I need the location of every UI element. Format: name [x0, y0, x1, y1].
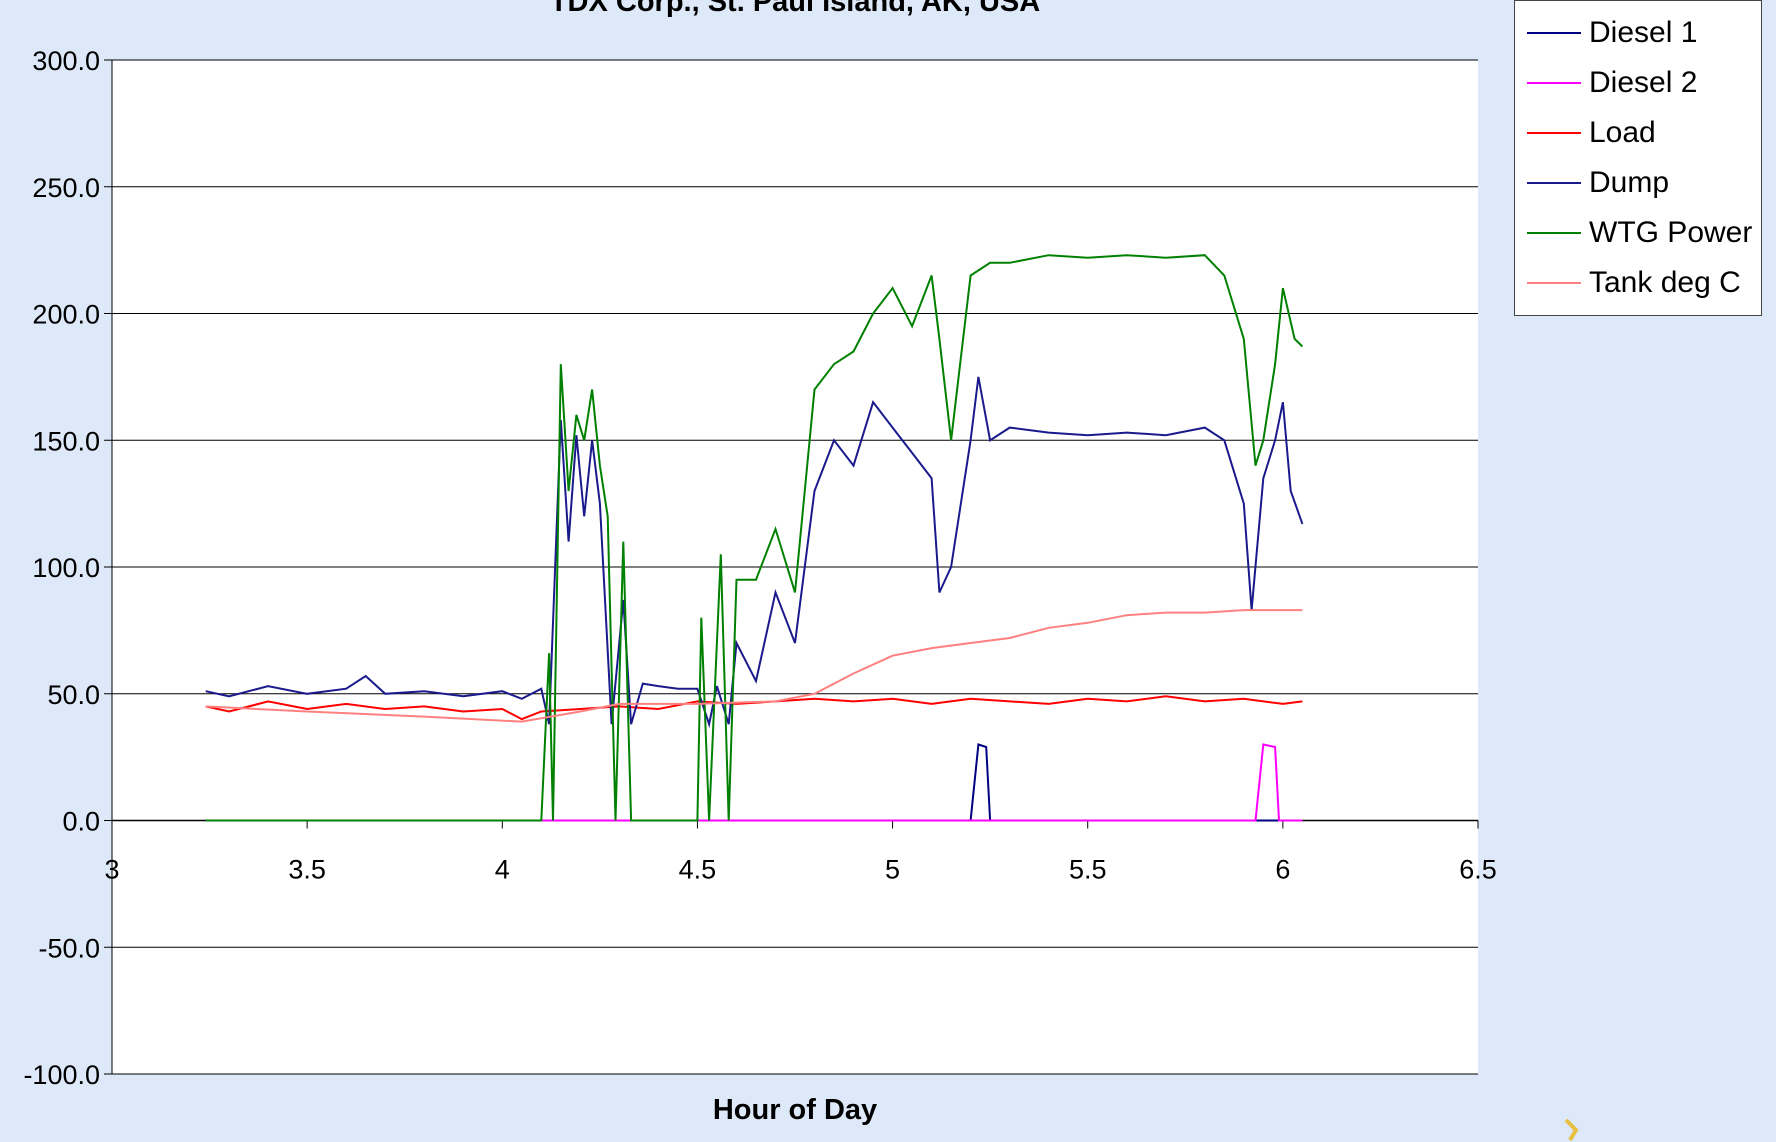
- series-line-tank-deg-c: [205, 609, 1303, 723]
- legend-item-tank-deg-c: Tank deg C: [1527, 263, 1741, 303]
- y-tick-label-5: 50.0: [47, 680, 100, 710]
- legend-label-wtg-power: WTG Power: [1589, 216, 1753, 249]
- series-line-dump: [205, 376, 1304, 729]
- x-tick-label-5: 5.5: [1069, 855, 1107, 885]
- y-tick-label-2: 200.0: [32, 300, 100, 330]
- legend-swatch-wtg-power: [1527, 232, 1581, 234]
- legend-item-diesel-2: Diesel 2: [1527, 63, 1697, 103]
- legend: Diesel 1 Diesel 2 Load Dump WTG Power Ta…: [1514, 0, 1762, 316]
- y-tick-label-3: 150.0: [32, 426, 100, 456]
- chart-title: TDX Corp., St. Paul Island, AK, USA: [549, 0, 1041, 18]
- legend-label-diesel-1: Diesel 1: [1589, 16, 1698, 49]
- legend-swatch-tank-deg-c: [1527, 282, 1581, 284]
- x-tick-label-1: 3.5: [288, 855, 326, 885]
- series-line-wtg-power: [205, 254, 1304, 822]
- legend-item-load: Load: [1527, 113, 1656, 153]
- series-line-load: [205, 695, 1303, 721]
- legend-item-wtg-power: WTG Power: [1527, 213, 1752, 253]
- legend-swatch-load: [1527, 132, 1581, 134]
- corner-arrow-icon: [1564, 1118, 1579, 1142]
- y-tick-label-4: 100.0: [32, 553, 100, 583]
- x-axis-title: Hour of Day: [712, 1094, 878, 1126]
- x-tick-label-0: 3: [104, 855, 119, 885]
- y-tick-label-1: 250.0: [32, 173, 100, 203]
- legend-item-diesel-1: Diesel 1: [1527, 13, 1697, 53]
- x-tick-label-4: 5: [885, 855, 900, 885]
- legend-label-diesel-2: Diesel 2: [1589, 66, 1698, 99]
- legend-swatch-diesel-1: [1527, 32, 1581, 34]
- x-tick-label-7: 6.5: [1459, 855, 1497, 885]
- legend-label-tank-deg-c: Tank deg C: [1589, 266, 1741, 299]
- legend-label-load: Load: [1589, 116, 1656, 149]
- legend-label-dump: Dump: [1589, 166, 1670, 199]
- y-tick-label-7: -50.0: [38, 933, 100, 963]
- x-tick-label-6: 6: [1275, 855, 1290, 885]
- y-tick-label-6: 0.0: [62, 807, 100, 837]
- x-tick-label-3: 4.5: [679, 855, 717, 885]
- legend-swatch-dump: [1527, 182, 1581, 184]
- y-tick-label-8: -100.0: [23, 1060, 100, 1090]
- legend-swatch-diesel-2: [1527, 82, 1581, 84]
- x-tick-label-2: 4: [495, 855, 510, 885]
- y-tick-label-0: 300.0: [32, 46, 100, 76]
- series-line-diesel-2: [205, 743, 1303, 822]
- legend-item-dump: Dump: [1527, 163, 1669, 203]
